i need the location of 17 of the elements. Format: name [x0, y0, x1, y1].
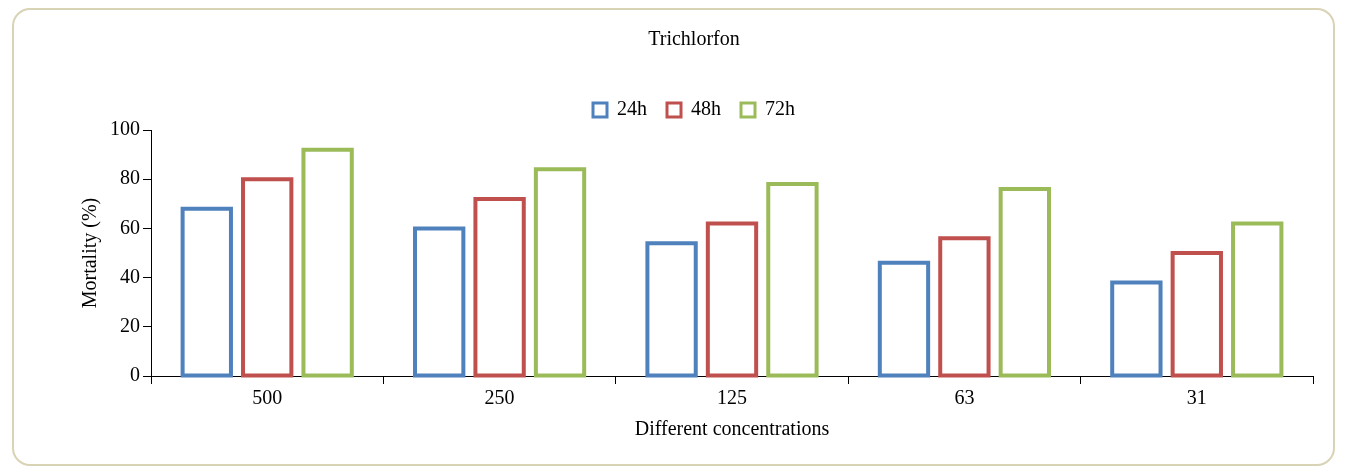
x-tick-label: 31: [1186, 386, 1207, 409]
x-tick-label: 500: [252, 386, 283, 409]
legend-label: 24h: [617, 97, 647, 120]
x-tick-label: 125: [717, 386, 747, 409]
legend-label: 48h: [691, 97, 721, 120]
y-tick-label: 80: [120, 166, 140, 189]
y-tick-label: 60: [120, 215, 140, 238]
x-tick-label: 250: [484, 386, 515, 409]
chart-title: Trichlorfon: [648, 27, 740, 50]
x-tick-label: 63: [954, 386, 975, 409]
y-tick-label: 100: [110, 117, 140, 140]
y-tick-label: 0: [130, 363, 140, 386]
y-tick-label: 20: [120, 314, 140, 337]
legend-label: 72h: [765, 97, 795, 120]
y-axis-title: Mortality (%): [78, 197, 102, 309]
y-tick-label: 40: [120, 264, 140, 287]
x-axis-title: Different concentrations: [634, 417, 830, 440]
